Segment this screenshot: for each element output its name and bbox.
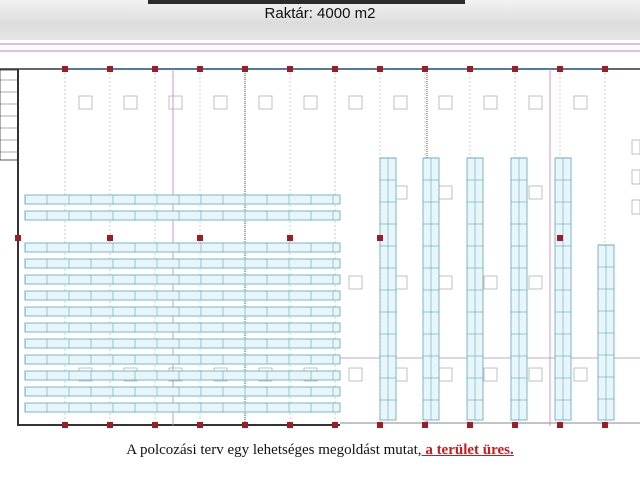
structural-column: [107, 422, 113, 428]
skylight: [438, 367, 453, 382]
rack-horizontal: [24, 370, 341, 381]
structural-column: [422, 66, 428, 72]
caption-highlight: a terület üres.: [421, 442, 514, 458]
structural-column: [332, 66, 338, 72]
skylight: [483, 275, 498, 290]
structural-column: [197, 66, 203, 72]
structural-column: [242, 66, 248, 72]
skylight: [348, 95, 363, 110]
structural-column: [467, 66, 473, 72]
caption-text: A polcozási terv egy lehetséges megoldás…: [126, 442, 422, 458]
window: [631, 199, 640, 215]
structural-column: [377, 235, 383, 241]
header-bar: Raktár: 4000 m2: [0, 0, 640, 40]
page-title: Raktár: 4000 m2: [264, 5, 376, 22]
structural-column: [107, 66, 113, 72]
skylight: [483, 367, 498, 382]
structural-column: [62, 66, 68, 72]
skylight: [438, 185, 453, 200]
structural-column: [152, 422, 158, 428]
rack-horizontal: [24, 338, 341, 349]
rack-horizontal: [24, 402, 341, 413]
window: [631, 139, 640, 155]
structural-column: [107, 235, 113, 241]
structural-column: [62, 422, 68, 428]
structural-column: [332, 422, 338, 428]
structural-column: [602, 422, 608, 428]
structural-column: [287, 422, 293, 428]
rack-horizontal: [24, 306, 341, 317]
rack-horizontal: [24, 386, 341, 397]
skylight: [258, 95, 273, 110]
structural-column: [557, 422, 563, 428]
skylight: [168, 95, 183, 110]
skylight: [528, 95, 543, 110]
caption: A polcozási terv egy lehetséges megoldás…: [0, 442, 640, 459]
skylight: [573, 95, 588, 110]
office-block: [0, 69, 19, 161]
skylight: [483, 95, 498, 110]
skylight: [213, 95, 228, 110]
structural-column: [557, 235, 563, 241]
skylight: [573, 367, 588, 382]
skylight: [123, 95, 138, 110]
skylight: [348, 275, 363, 290]
structural-column: [512, 66, 518, 72]
window: [631, 169, 640, 185]
rack-horizontal: [24, 258, 341, 269]
skylight: [528, 275, 543, 290]
structural-column: [422, 422, 428, 428]
structural-column: [15, 235, 21, 241]
window-top-strip: [148, 0, 465, 4]
structural-column: [287, 235, 293, 241]
structural-column: [602, 66, 608, 72]
rack-horizontal: [24, 354, 341, 365]
skylight: [438, 95, 453, 110]
structural-column: [287, 66, 293, 72]
rack-horizontal: [24, 322, 341, 333]
rack-horizontal: [24, 242, 341, 253]
structural-column: [242, 422, 248, 428]
skylight: [393, 95, 408, 110]
warehouse-floor-plan: [0, 43, 640, 428]
structural-column: [197, 235, 203, 241]
structural-column: [512, 422, 518, 428]
skylight: [348, 367, 363, 382]
structural-column: [152, 66, 158, 72]
skylight: [438, 275, 453, 290]
structural-column: [467, 422, 473, 428]
rack-horizontal: [24, 290, 341, 301]
structural-column: [377, 66, 383, 72]
structural-column: [557, 66, 563, 72]
skylight: [303, 95, 318, 110]
rack-horizontal: [24, 210, 341, 221]
skylight: [528, 367, 543, 382]
skylight: [528, 185, 543, 200]
skylight: [78, 95, 93, 110]
structural-column: [197, 422, 203, 428]
rack-horizontal: [24, 274, 341, 285]
structural-column: [377, 422, 383, 428]
rack-horizontal: [24, 194, 341, 205]
